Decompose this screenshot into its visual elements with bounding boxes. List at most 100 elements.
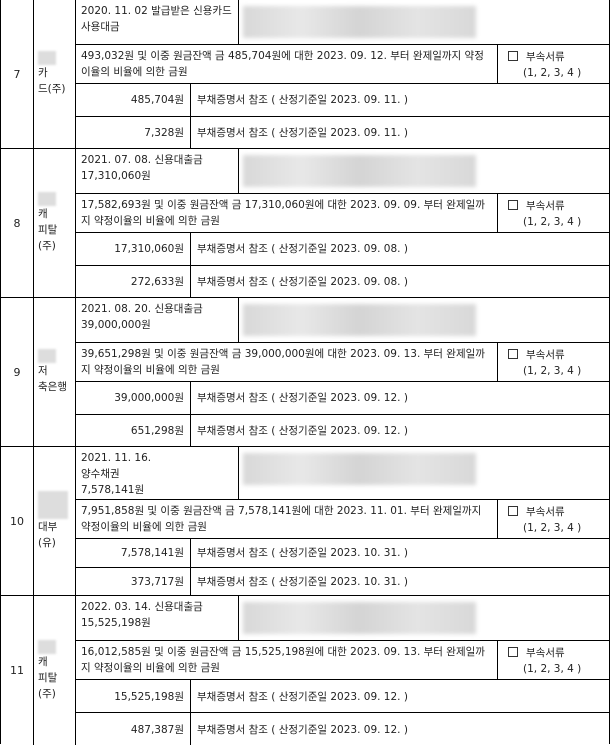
claim-origin-text: 2021. 08. 20. 신용대출금 39,000,000원 — [76, 298, 239, 342]
claim-origin-text: 2022. 03. 14. 신용대출금 15,525,198원 — [76, 596, 239, 640]
creditor-row: 9 저 축은행 2021. 08. 20. 신용대출금 39,000,000원 … — [1, 298, 609, 447]
attachment-label: 부속서류 — [526, 349, 565, 361]
attachment-option[interactable]: 부속서류 (1, 2, 3, 4 ) — [498, 194, 609, 232]
creditor-name-text: 캐 피탈 (주) — [38, 208, 58, 252]
redacted-area — [243, 304, 476, 336]
amount-row: 485,704원 부채증명서 참조 ( 산정기준일 2023. 09. 11. ) — [76, 84, 609, 116]
claim-details: 2021. 07. 08. 신용대출금 17,310,060원 17,582,6… — [76, 149, 609, 297]
creditor-name-text: 카 드(주) — [38, 67, 66, 95]
attachment-numbers: (1, 2, 3, 4 ) — [523, 663, 582, 675]
attachment-option[interactable]: 부속서류 (1, 2, 3, 4 ) — [498, 641, 609, 679]
amount-note: 부채증명서 참조 ( 산정기준일 2023. 09. 08. ) — [197, 243, 408, 256]
redacted-name — [38, 491, 68, 519]
amount-value: 7,578,141원 — [76, 539, 191, 567]
attachment-option[interactable]: 부속서류 (1, 2, 3, 4 ) — [498, 45, 609, 83]
amount-value: 485,704원 — [76, 84, 191, 116]
creditor-name: 저 축은행 — [33, 298, 76, 446]
amount-value: 651,298원 — [76, 414, 191, 446]
creditor-row: 7 카 드(주) 2020. 11. 02 발급받은 신용카드 사용대금 493… — [1, 0, 609, 149]
redacted-area — [243, 155, 476, 187]
creditor-name-text: 캐 피탈 (주) — [38, 655, 58, 700]
attachment-numbers: (1, 2, 3, 4 ) — [523, 216, 582, 228]
checkbox[interactable] — [508, 200, 518, 210]
amount-row: 651,298원 부채증명서 참조 ( 산정기준일 2023. 09. 12. ) — [76, 413, 609, 446]
claim-description: 17,582,693원 및 이중 원금잔액 금 17,310,060원에 대한 … — [76, 193, 609, 233]
claim-origin: 2021. 07. 08. 신용대출금 17,310,060원 — [76, 149, 609, 193]
claim-description-text: 16,012,585원 및 이중 원금잔액 금 15,525,198원에 대한 … — [76, 641, 498, 679]
amount-row: 15,525,198원 부채증명서 참조 ( 산정기준일 2023. 09. 12… — [76, 680, 609, 712]
claim-description-text: 39,651,298원 및 이중 원금잔액 금 39,000,000원에 대한 … — [76, 343, 498, 381]
attachment-numbers: (1, 2, 3, 4 ) — [523, 522, 582, 534]
row-number: 8 — [13, 216, 21, 230]
redacted-area — [243, 6, 476, 38]
amount-note: 부채증명서 참조 ( 산정기준일 2023. 09. 11. ) — [197, 126, 408, 139]
amount-value: 7,328원 — [76, 116, 191, 148]
claim-origin: 2022. 03. 14. 신용대출금 15,525,198원 — [76, 596, 609, 640]
redacted-name — [38, 639, 56, 654]
amount-value: 373,717원 — [76, 567, 191, 595]
amount-note: 부채증명서 참조 ( 산정기준일 2023. 10. 31. ) — [197, 575, 408, 588]
claim-details: 2021. 08. 20. 신용대출금 39,000,000원 39,651,2… — [76, 298, 609, 446]
creditor-row: 10 대부 (유) 2021. 11. 16. 양수채권 7,578,141원 … — [1, 447, 609, 596]
claim-origin-text: 2021. 11. 16. 양수채권 7,578,141원 — [76, 447, 239, 499]
amount-row: 487,387원 부채증명서 참조 ( 산정기준일 2023. 09. 12. ) — [76, 712, 609, 745]
row-number: 9 — [13, 365, 21, 379]
claim-details: 2020. 11. 02 발급받은 신용카드 사용대금 493,032원 및 이… — [76, 0, 609, 148]
row-number: 10 — [10, 514, 24, 528]
amount-row: 17,310,060원 부채증명서 참조 ( 산정기준일 2023. 09. 08… — [76, 233, 609, 265]
claim-description: 39,651,298원 및 이중 원금잔액 금 39,000,000원에 대한 … — [76, 342, 609, 382]
redacted-area — [243, 453, 476, 485]
creditor-name-text: 저 축은행 — [38, 365, 67, 393]
creditor-row: 8 캐 피탈 (주) 2021. 07. 08. 신용대출금 17,310,06… — [1, 149, 609, 298]
creditor-name: 캐 피탈 (주) — [33, 149, 76, 297]
amount-note: 부채증명서 참조 ( 산정기준일 2023. 10. 31. ) — [197, 547, 408, 560]
attachment-label: 부속서류 — [526, 200, 565, 212]
amount-note: 부채증명서 참조 ( 산정기준일 2023. 09. 08. ) — [197, 275, 408, 288]
checkbox[interactable] — [508, 506, 518, 516]
claim-description-text: 17,582,693원 및 이중 원금잔액 금 17,310,060원에 대한 … — [76, 194, 498, 232]
row-number: 11 — [10, 664, 24, 677]
creditor-name: 대부 (유) — [33, 447, 76, 595]
creditor-name: 캐 피탈 (주) — [33, 596, 76, 745]
claim-description: 493,032원 및 이중 원금잔액 금 485,704원에 대한 2023. … — [76, 44, 609, 84]
row-number: 7 — [13, 67, 21, 81]
checkbox[interactable] — [508, 51, 518, 61]
amount-note: 부채증명서 참조 ( 산정기준일 2023. 09. 12. ) — [197, 690, 408, 703]
redacted-name — [38, 192, 56, 206]
amount-note: 부채증명서 참조 ( 산정기준일 2023. 09. 12. ) — [197, 392, 408, 405]
amount-row: 272,633원 부채증명서 참조 ( 산정기준일 2023. 09. 08. ) — [76, 264, 609, 297]
amount-row: 39,000,000원 부채증명서 참조 ( 산정기준일 2023. 09. 12… — [76, 382, 609, 414]
claim-origin: 2021. 08. 20. 신용대출금 39,000,000원 — [76, 298, 609, 342]
amount-value: 39,000,000원 — [76, 382, 191, 414]
claim-origin-text: 2020. 11. 02 발급받은 신용카드 사용대금 — [76, 0, 239, 44]
checkbox[interactable] — [508, 647, 518, 657]
attachment-label: 부속서류 — [526, 51, 565, 63]
claim-origin: 2020. 11. 02 발급받은 신용카드 사용대금 — [76, 0, 609, 44]
attachment-option[interactable]: 부속서류 (1, 2, 3, 4 ) — [498, 343, 609, 381]
creditor-row: 11 캐 피탈 (주) 2022. 03. 14. 신용대출금 15,525,1… — [1, 596, 609, 745]
redacted-area — [243, 602, 476, 634]
claim-description-text: 7,951,858원 및 이중 원금잔액 금 7,578,141원에 대한 20… — [76, 500, 498, 538]
claim-details: 2022. 03. 14. 신용대출금 15,525,198원 16,012,5… — [76, 596, 609, 745]
claim-description: 7,951,858원 및 이중 원금잔액 금 7,578,141원에 대한 20… — [76, 499, 609, 539]
amount-note: 부채증명서 참조 ( 산정기준일 2023. 09. 12. ) — [197, 424, 408, 437]
amount-value: 15,525,198원 — [76, 680, 191, 712]
attachment-option[interactable]: 부속서류 (1, 2, 3, 4 ) — [498, 500, 609, 538]
amount-row: 7,578,141원 부채증명서 참조 ( 산정기준일 2023. 10. 31.… — [76, 539, 609, 567]
claim-origin: 2021. 11. 16. 양수채권 7,578,141원 — [76, 447, 609, 499]
redacted-name — [38, 51, 56, 65]
creditor-name-text: 대부 (유) — [38, 521, 58, 549]
claim-details: 2021. 11. 16. 양수채권 7,578,141원 7,951,858원… — [76, 447, 609, 595]
claim-origin-text: 2021. 07. 08. 신용대출금 17,310,060원 — [76, 149, 239, 193]
attachment-numbers: (1, 2, 3, 4 ) — [523, 365, 582, 377]
amount-row: 373,717원 부채증명서 참조 ( 산정기준일 2023. 10. 31. ) — [76, 566, 609, 595]
attachment-label: 부속서류 — [526, 647, 565, 659]
attachment-numbers: (1, 2, 3, 4 ) — [523, 67, 582, 79]
amount-value: 17,310,060원 — [76, 233, 191, 265]
amount-row: 7,328원 부채증명서 참조 ( 산정기준일 2023. 09. 11. ) — [76, 115, 609, 148]
claim-description: 16,012,585원 및 이중 원금잔액 금 15,525,198원에 대한 … — [76, 640, 609, 680]
checkbox[interactable] — [508, 349, 518, 359]
attachment-label: 부속서류 — [526, 506, 565, 518]
creditor-name: 카 드(주) — [33, 0, 76, 148]
